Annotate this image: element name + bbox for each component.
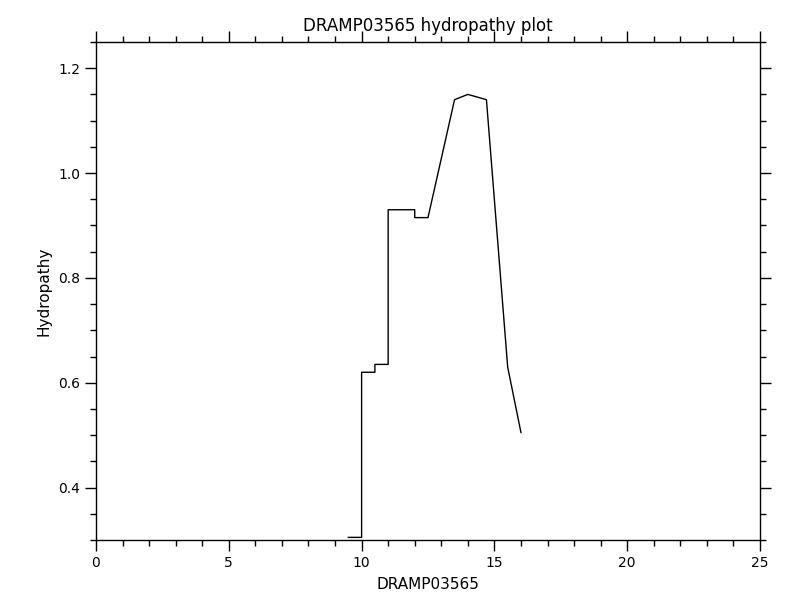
Y-axis label: Hydropathy: Hydropathy [36,247,51,335]
Title: DRAMP03565 hydropathy plot: DRAMP03565 hydropathy plot [303,17,553,35]
X-axis label: DRAMP03565: DRAMP03565 [377,577,479,592]
